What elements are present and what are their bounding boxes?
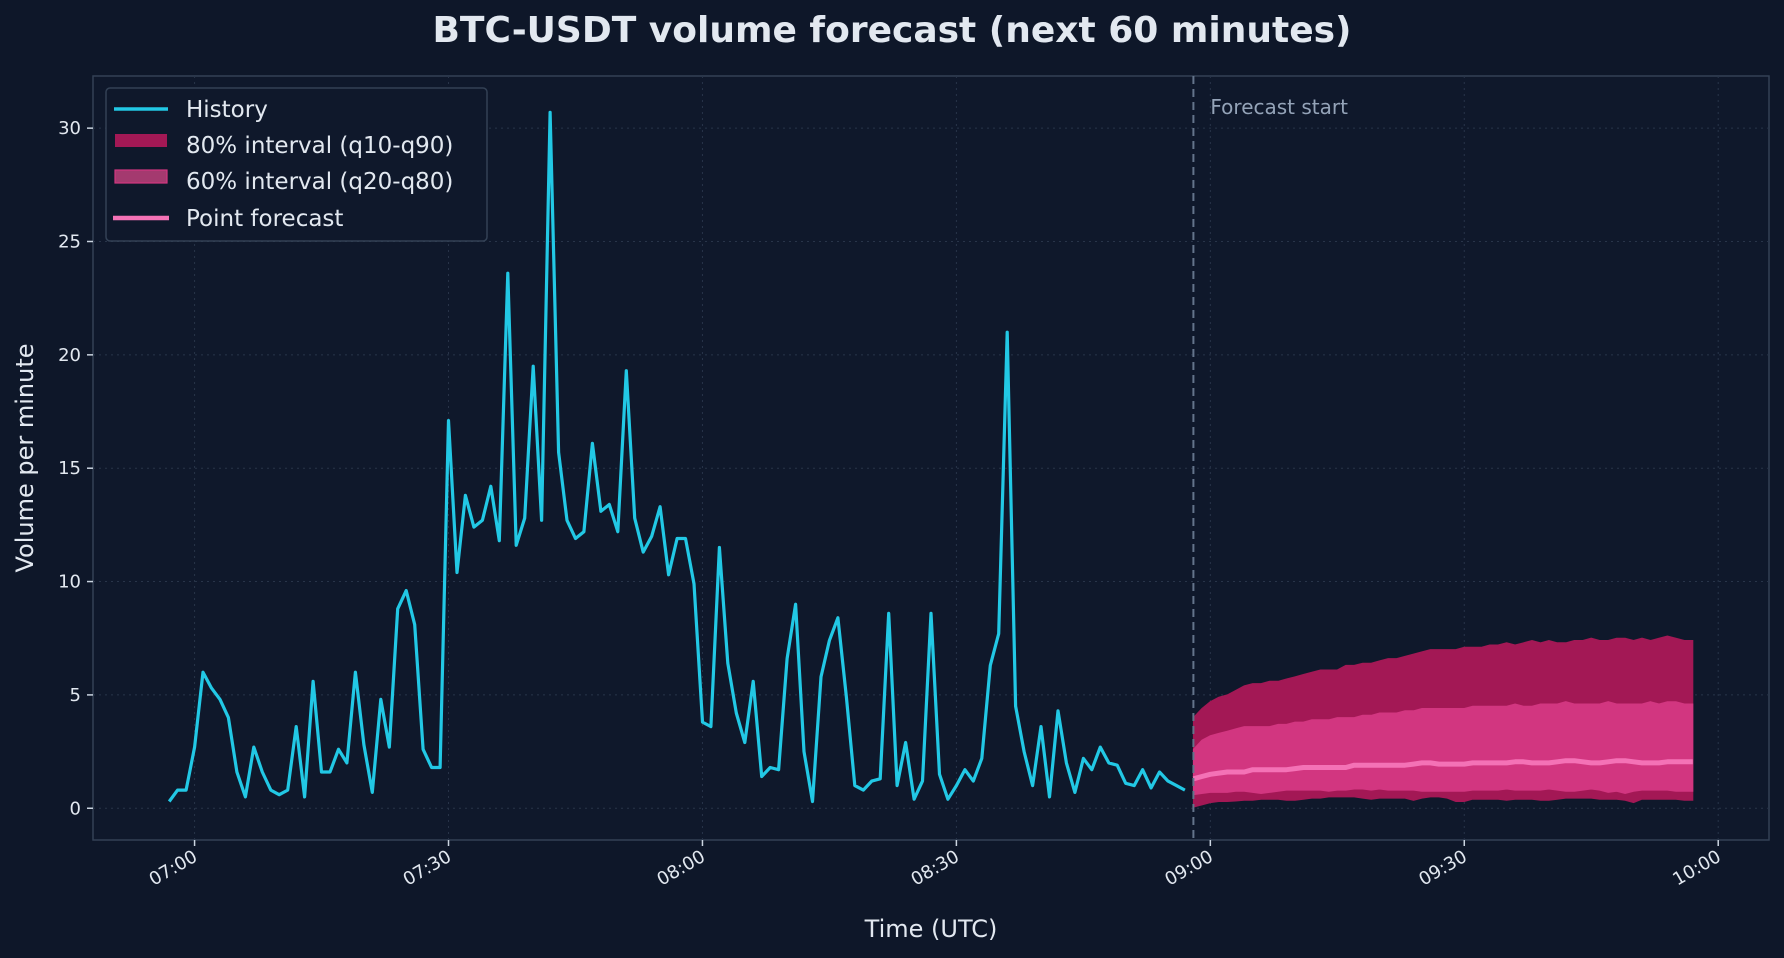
legend-swatch-interval60 (114, 169, 168, 184)
y-tick-label: 0 (70, 798, 81, 819)
y-tick-label: 10 (58, 572, 81, 593)
x-axis-label: Time (UTC) (864, 915, 998, 943)
y-tick-label: 30 (58, 118, 81, 139)
history-line (167, 110, 1186, 804)
legend-label-interval60: 60% interval (q20-q80) (186, 169, 453, 195)
legend-label-history: History (186, 97, 268, 123)
forecast-start-label: Forecast start (1210, 95, 1348, 119)
series-layer (167, 110, 1694, 808)
y-tick-label: 15 (58, 458, 81, 479)
legend: History 80% interval (q10-q90) 60% inter… (105, 87, 488, 242)
y-axis-ticks: 0 5 10 15 20 25 30 (58, 118, 93, 819)
interval-60-band (1192, 701, 1694, 796)
legend-swatch-interval80 (115, 134, 167, 147)
y-tick-label: 20 (58, 345, 81, 366)
y-tick-label: 25 (58, 231, 81, 252)
chart-title: BTC-USDT volume forecast (next 60 minute… (432, 10, 1351, 51)
legend-label-interval80: 80% interval (q10-q90) (186, 133, 453, 159)
point-forecast-line (1192, 758, 1693, 782)
legend-frame (105, 87, 488, 242)
y-tick-label: 5 (70, 685, 81, 706)
y-axis-label: Volume per minute (11, 343, 39, 572)
legend-label-point: Point forecast (186, 206, 343, 232)
